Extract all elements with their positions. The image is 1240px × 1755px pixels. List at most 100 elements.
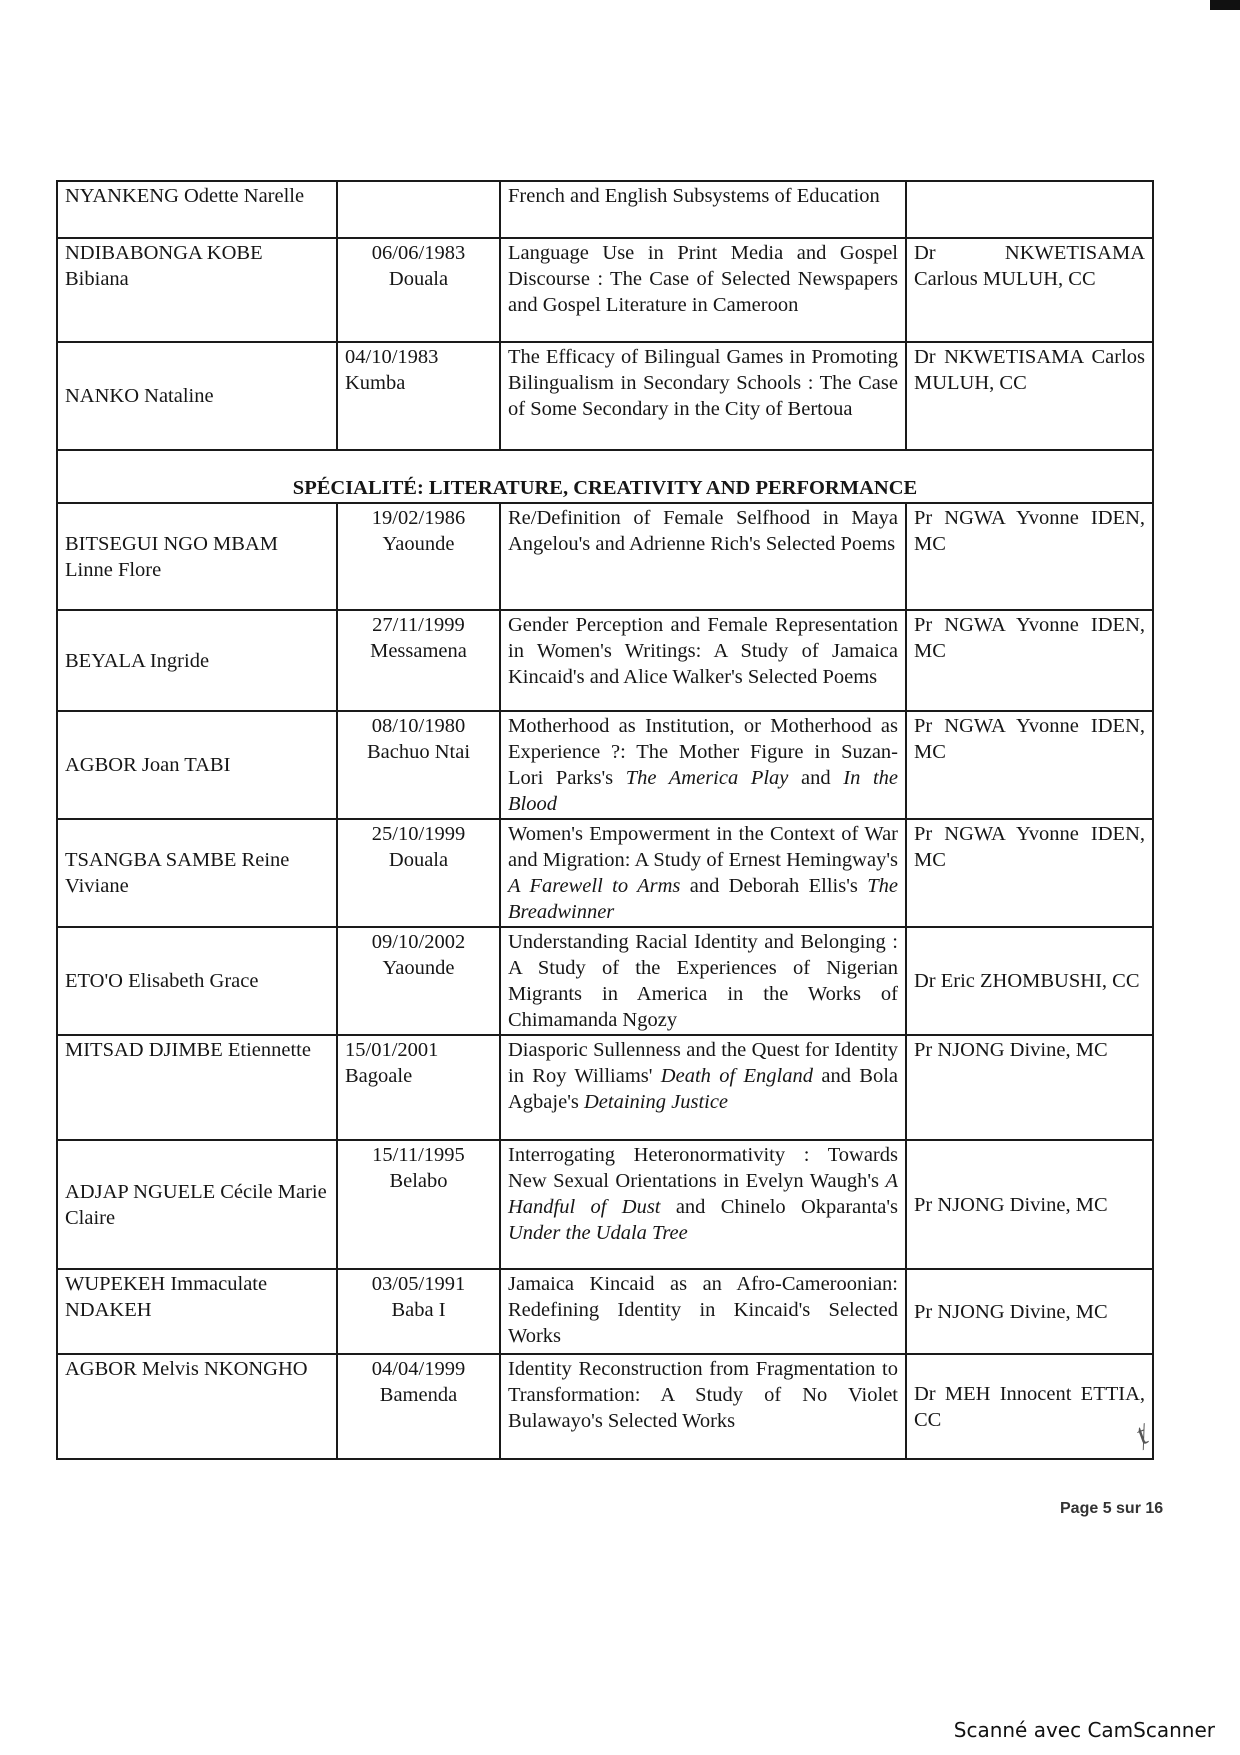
- table-row: NANKO Nataline 04/10/1983 Kumba The Efficac…: [56, 341, 1154, 451]
- thesis-title: The Efficacy of Bilingual Games in Promo…: [499, 341, 907, 451]
- birth-date: 15/01/2001: [345, 1039, 439, 1061]
- title-segment: The Breadwinner: [508, 875, 899, 923]
- birth-info: 15/11/1995 Belabo: [336, 1139, 501, 1270]
- title-segment: and: [788, 767, 844, 789]
- supervisor: Pr NGWA Yvonne IDEN, MC: [905, 609, 1154, 712]
- birth-place: Baba I: [391, 1299, 446, 1321]
- thesis-title: Identity Reconstruction from Fragmentati…: [499, 1353, 907, 1460]
- table-row: AGBOR Joan TABI 08/10/1980 Bachuo Ntai Moth…: [56, 710, 1154, 820]
- birth-info: 15/01/2001 Bagoale: [336, 1034, 501, 1141]
- birth-date: 25/10/1999: [371, 823, 466, 845]
- specialty-heading: SPÉCIALITÉ: LITERATURE, CREATIVITY AND P…: [56, 449, 1154, 504]
- title-segment: Identity Reconstruction from Fragmentati…: [508, 1358, 898, 1432]
- student-name: AGBOR Joan TABI: [56, 710, 338, 820]
- student-name: MITSAD DJIMBE Etiennette: [56, 1034, 338, 1141]
- birth-info: 09/10/2002 Yaounde: [336, 926, 501, 1036]
- birth-info: 04/04/1999 Bamenda: [336, 1353, 501, 1460]
- title-segment: Language Use in Print Media and Gospel D…: [508, 242, 898, 316]
- title-segment: and Bola Agbaje's: [508, 1065, 898, 1113]
- title-segment: In the Blood: [508, 767, 898, 815]
- supervisor: Pr NGWA Yvonne IDEN, MC: [905, 818, 1154, 928]
- table-row: BEYALA Ingride 27/11/1999 Messamena Gender …: [56, 609, 1154, 712]
- supervisor: Dr Eric ZHOMBUSHI, CC: [905, 926, 1154, 1036]
- supervisor: Dr MEH Innocent ETTIA, CC: [905, 1353, 1154, 1460]
- supervisor: Pr NJONG Divine, MC: [905, 1268, 1154, 1355]
- thesis-title: Re/Definition of Female Selfhood in Maya…: [499, 502, 907, 611]
- table-row: AGBOR Melvis NKONGHO 04/04/1999 Bamenda Ide…: [56, 1353, 1154, 1460]
- title-segment: The America Play: [625, 767, 789, 789]
- birth-place: Yaounde: [382, 533, 455, 555]
- title-segment: Women's Empowerment in the Context of Wa…: [508, 823, 898, 871]
- table-row: BITSEGUI NGO MBAM Linne Flore 19/02/1986 Y…: [56, 502, 1154, 611]
- title-segment: Motherhood as Institution, or Motherhood…: [508, 715, 898, 789]
- student-name: WUPEKEH Immaculate NDAKEH: [56, 1268, 338, 1355]
- student-name: AGBOR Melvis NKONGHO: [56, 1353, 338, 1460]
- student-name: TSANGBA SAMBE Reine Viviane: [56, 818, 338, 928]
- table-row: NYANKENG Odette Narelle French and Englis…: [56, 180, 1154, 239]
- birth-date: 04/10/1983: [345, 346, 439, 368]
- birth-date: 19/02/1986: [371, 507, 466, 529]
- student-name: NYANKENG Odette Narelle: [56, 180, 338, 239]
- title-segment: Diasporic Sullenness and the Quest for I…: [508, 1039, 898, 1087]
- thesis-title: Language Use in Print Media and Gospel D…: [499, 237, 907, 343]
- title-segment: French and English Subsystems of Educati…: [508, 185, 880, 207]
- birth-info: 04/10/1983 Kumba: [336, 341, 501, 451]
- title-segment: Gender Perception and Female Representat…: [508, 614, 898, 688]
- birth-info: [336, 180, 501, 239]
- title-segment: Re/Definition of Female Selfhood in Maya…: [508, 507, 898, 555]
- supervisor: Dr NKWETISAMA Carlos MULUH, CC: [905, 341, 1154, 451]
- thesis-title: Women's Empowerment in the Context of Wa…: [499, 818, 907, 928]
- birth-place: Bachuo Ntai: [366, 741, 471, 763]
- thesis-title: Jamaica Kincaid as an Afro-Cameroonian: …: [499, 1268, 907, 1355]
- title-segment: and Deborah Ellis's: [680, 875, 868, 897]
- thesis-title: Understanding Racial Identity and Belong…: [499, 926, 907, 1036]
- title-segment: A Handful of Dust: [508, 1170, 898, 1218]
- birth-info: 08/10/1980 Bachuo Ntai: [336, 710, 501, 820]
- birth-place: Messamena: [370, 640, 467, 662]
- birth-date: 27/11/1999: [372, 614, 465, 636]
- student-name: ADJAP NGUELE Cécile Marie Claire: [56, 1139, 338, 1270]
- section-heading-row: SPÉCIALITÉ: LITERATURE, CREATIVITY AND P…: [56, 449, 1154, 504]
- student-name: NANKO Nataline: [56, 341, 338, 451]
- student-name: BITSEGUI NGO MBAM Linne Flore: [56, 502, 338, 611]
- supervisor: Pr NGWA Yvonne IDEN, MC: [905, 502, 1154, 611]
- birth-place: Kumba: [345, 372, 406, 394]
- table-row: ETO'O Elisabeth Grace 09/10/2002 Yaounde Un…: [56, 926, 1154, 1036]
- thesis-title: Diasporic Sullenness and the Quest for I…: [499, 1034, 907, 1141]
- page-number: Page 5 sur 16: [1060, 1500, 1164, 1517]
- supervisor: Pr NGWA Yvonne IDEN, MC: [905, 710, 1154, 820]
- thesis-title: French and English Subsystems of Educati…: [499, 180, 907, 239]
- title-segment: Interrogating Heteronormativity : Toward…: [508, 1144, 898, 1192]
- scanner-watermark: Scanné avec CamScanner: [953, 1718, 1215, 1742]
- birth-place: Douala: [388, 849, 449, 871]
- supervisor: [905, 180, 1154, 239]
- birth-place: Douala: [388, 268, 449, 290]
- scan-edge-mark: [1210, 0, 1240, 10]
- table-row: MITSAD DJIMBE Etiennette 15/01/2001 Bagoal…: [56, 1034, 1154, 1141]
- title-segment: A Farewell to Arms: [508, 875, 681, 897]
- title-segment: Detaining Justice: [584, 1091, 729, 1113]
- title-segment: Under the Udala Tree: [508, 1222, 688, 1244]
- birth-date: 06/06/1983: [371, 242, 466, 264]
- title-segment: and Chinelo Okparanta's: [660, 1196, 898, 1218]
- birth-date: 03/05/1991: [371, 1273, 466, 1295]
- student-name: ETO'O Elisabeth Grace: [56, 926, 338, 1036]
- birth-info: 27/11/1999 Messamena: [336, 609, 501, 712]
- title-segment: The Efficacy of Bilingual Games in Promo…: [508, 346, 898, 420]
- birth-place: Yaounde: [382, 957, 455, 979]
- student-name: BEYALA Ingride: [56, 609, 338, 712]
- birth-date: 09/10/2002: [371, 931, 466, 953]
- birth-info: 06/06/1983 Douala: [336, 237, 501, 343]
- birth-date: 15/11/1995: [372, 1144, 465, 1166]
- title-segment: Jamaica Kincaid as an Afro-Cameroonian: …: [508, 1273, 898, 1347]
- title-segment: Understanding Racial Identity and Belong…: [508, 931, 898, 1031]
- student-name: NDIBABONGA KOBE Bibiana: [56, 237, 338, 343]
- thesis-title: Motherhood as Institution, or Motherhood…: [499, 710, 907, 820]
- birth-place: Belabo: [389, 1170, 448, 1192]
- table-row: ADJAP NGUELE Cécile Marie Claire 15/11/19…: [56, 1139, 1154, 1270]
- birth-info: 03/05/1991 Baba I: [336, 1268, 501, 1355]
- table-row: WUPEKEH Immaculate NDAKEH 03/05/1991 Baba …: [56, 1268, 1154, 1355]
- student-thesis-table: NYANKENG Odette Narelle French and Englis…: [56, 180, 1154, 1460]
- thesis-title: Gender Perception and Female Representat…: [499, 609, 907, 712]
- birth-date: 04/04/1999: [371, 1358, 466, 1380]
